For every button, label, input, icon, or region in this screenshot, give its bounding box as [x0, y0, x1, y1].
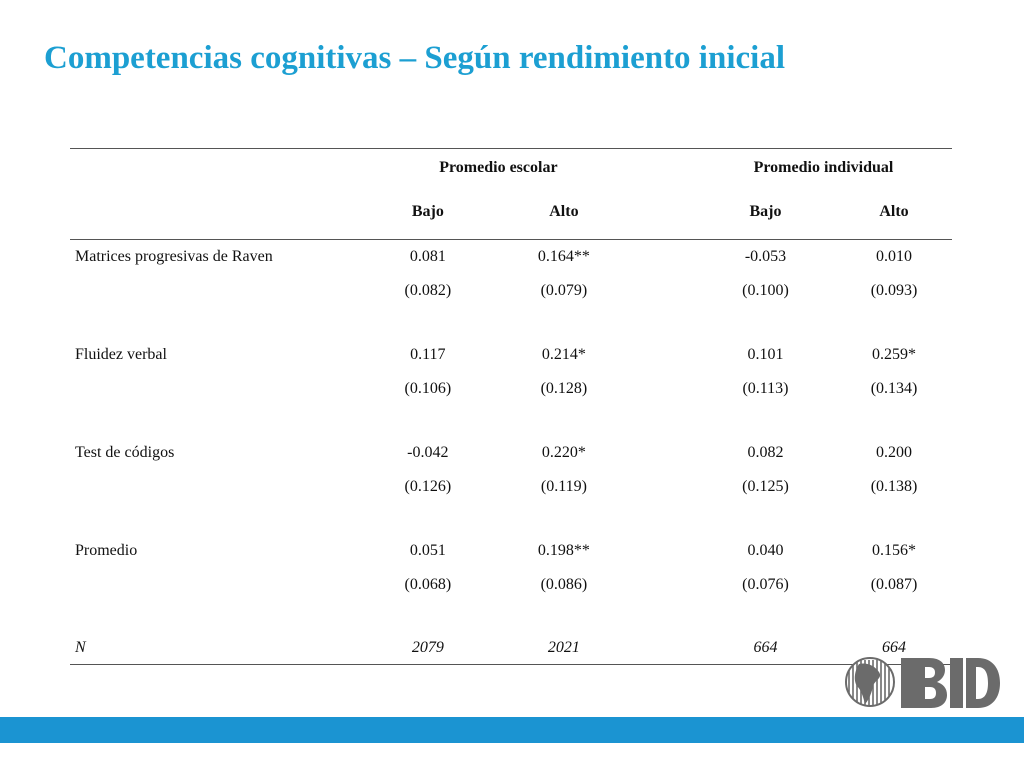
se-cell: (0.076) [742, 575, 789, 593]
coef-cell: -0.053 [744, 248, 787, 265]
group-header-promedio-individual: Promedio individual [694, 148, 952, 185]
se-cell: (0.113) [742, 379, 789, 397]
bid-logo [845, 650, 1000, 712]
coef-cell: 0.220* [541, 444, 586, 461]
coef-cell: 0.051 [409, 542, 446, 559]
table-row: Test de códigos -0.042 0.220* 0.082 0.20… [70, 436, 952, 470]
table-row-se: (0.068) (0.086) (0.076) (0.087) [70, 568, 952, 601]
se-cell: (0.119) [540, 477, 587, 495]
coef-cell: 0.200 [876, 444, 913, 461]
se-cell: (0.126) [404, 477, 452, 495]
coef-cell: 0.259* [872, 346, 917, 363]
coef-cell: 0.156* [872, 542, 917, 559]
subheader-escolar-alto: Alto [493, 185, 635, 240]
bid-wordmark [901, 658, 1000, 708]
se-cell: (0.138) [870, 477, 918, 495]
se-cell: (0.128) [540, 379, 588, 397]
coef-cell: 0.117 [410, 346, 446, 363]
coef-cell: 0.101 [747, 346, 784, 363]
coef-cell: 0.082 [747, 444, 784, 461]
table-row: Promedio 0.051 0.198** 0.040 0.156* [70, 534, 952, 568]
coef-cell: -0.042 [407, 444, 449, 461]
se-cell: (0.125) [742, 477, 789, 495]
table-row-se: (0.106) (0.128) (0.113) (0.134) [70, 372, 952, 405]
coef-cell: 0.081 [409, 248, 446, 265]
se-cell: (0.100) [742, 281, 789, 299]
n-cell: 2021 [493, 632, 635, 665]
coef-cell: 0.198** [537, 542, 590, 559]
coef-cell: 0.010 [876, 248, 913, 265]
coef-cell: 0.040 [747, 542, 784, 559]
se-cell: (0.079) [540, 281, 588, 299]
subheader-individual-alto: Alto [836, 185, 952, 240]
se-cell: (0.082) [404, 281, 452, 299]
n-cell: 664 [694, 632, 837, 665]
group-header-promedio-escolar: Promedio escolar [362, 148, 635, 185]
row-label: Promedio [75, 542, 138, 559]
n-cell: 2079 [362, 632, 494, 665]
n-row: N 2079 2021 664 664 [70, 632, 952, 665]
se-cell: (0.086) [540, 575, 588, 593]
se-cell: (0.093) [870, 281, 918, 299]
table-row: Fluidez verbal 0.117 0.214* 0.101 0.259* [70, 338, 952, 372]
globe-icon [845, 657, 1000, 708]
coef-cell: 0.164** [537, 248, 590, 265]
table-row-se: (0.082) (0.079) (0.100) (0.093) [70, 274, 952, 307]
table-row-se: (0.126) (0.119) (0.125) (0.138) [70, 470, 952, 503]
coef-cell: 0.214* [541, 346, 586, 363]
empty-header-cell [70, 148, 363, 185]
row-label: Fluidez verbal [75, 346, 167, 363]
table-row: Matrices progresivas de Raven 0.081 0.16… [70, 240, 952, 275]
results-table: Promedio escolar Promedio individual Baj… [70, 148, 952, 665]
n-label: N [70, 632, 363, 665]
se-cell: (0.106) [404, 379, 452, 397]
row-label: Test de códigos [75, 444, 175, 461]
se-cell: (0.087) [870, 575, 918, 593]
slide-title: Competencias cognitivas – Según rendimie… [44, 40, 785, 76]
subheader-individual-bajo: Bajo [694, 185, 837, 240]
row-label: Matrices progresivas de Raven [75, 248, 273, 265]
se-cell: (0.134) [870, 379, 918, 397]
se-cell: (0.068) [404, 575, 452, 593]
footer-bar [0, 717, 1024, 743]
subheader-escolar-bajo: Bajo [362, 185, 494, 240]
